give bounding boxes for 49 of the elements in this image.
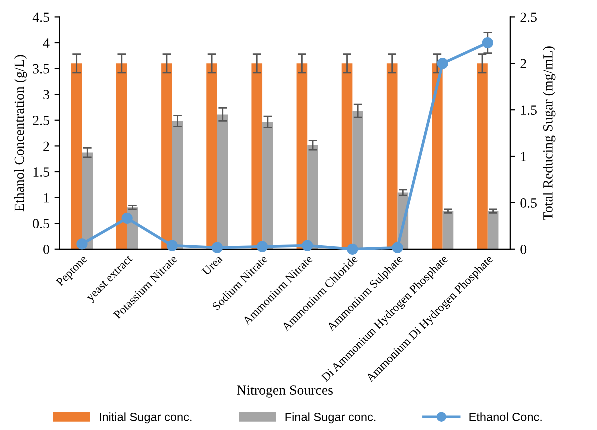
y-axis-title: Ethanol Concentration (g/L) (14, 55, 28, 212)
y-tick-label: 1.5 (34, 168, 50, 178)
y-tick-label: 0 (44, 244, 50, 254)
bar (116, 64, 128, 250)
bar (442, 211, 454, 250)
point (256, 241, 268, 252)
y2-tick-label: 0 (520, 244, 527, 254)
x-axis-title: Nitrogen Sources (237, 386, 333, 398)
point (482, 37, 494, 49)
bar (342, 64, 353, 250)
point (437, 58, 448, 70)
bar (162, 64, 172, 250)
bar (82, 152, 94, 250)
point (76, 238, 88, 250)
y-tick-label: 3.5 (33, 64, 50, 74)
bar (308, 145, 318, 250)
bar (172, 121, 184, 250)
legend-label: Ethanol Conc. (470, 412, 542, 422)
y-tick-label: 2.5 (33, 116, 50, 126)
y-tick-label: 4.5 (32, 12, 50, 22)
legend-label: Initial Sugar conc. (100, 412, 192, 424)
y-tick-label: 1 (44, 193, 50, 203)
bar (352, 111, 364, 250)
bar (488, 211, 499, 250)
point (302, 240, 314, 252)
y2-tick-label: 1.5 (521, 106, 537, 116)
point (122, 212, 133, 224)
legend-label: Final Sugar conc. (286, 412, 376, 424)
y2-tick-label: 1 (521, 152, 526, 162)
point (212, 242, 224, 254)
bar (206, 64, 218, 250)
y-tick-label: 2 (44, 142, 50, 152)
y2-tick-label: 2 (520, 59, 526, 68)
bar (252, 64, 263, 250)
x-tick-label: Urea (202, 254, 224, 276)
point (166, 240, 178, 252)
bar (262, 122, 274, 250)
y-tick-label: 4 (43, 38, 50, 48)
bar (432, 64, 443, 250)
y2-tick-label: 2.5 (520, 12, 537, 22)
bar (477, 64, 488, 250)
point (392, 242, 404, 254)
y-tick-label: 0.5 (33, 219, 50, 229)
bar (71, 64, 82, 250)
y2-axis-title: Total Reducing Sugar (mg/mL) (543, 46, 556, 220)
y-tick-label: 3 (44, 90, 50, 100)
y2-tick-label: 0.5 (520, 198, 537, 208)
bar (296, 64, 308, 250)
point (347, 244, 358, 255)
